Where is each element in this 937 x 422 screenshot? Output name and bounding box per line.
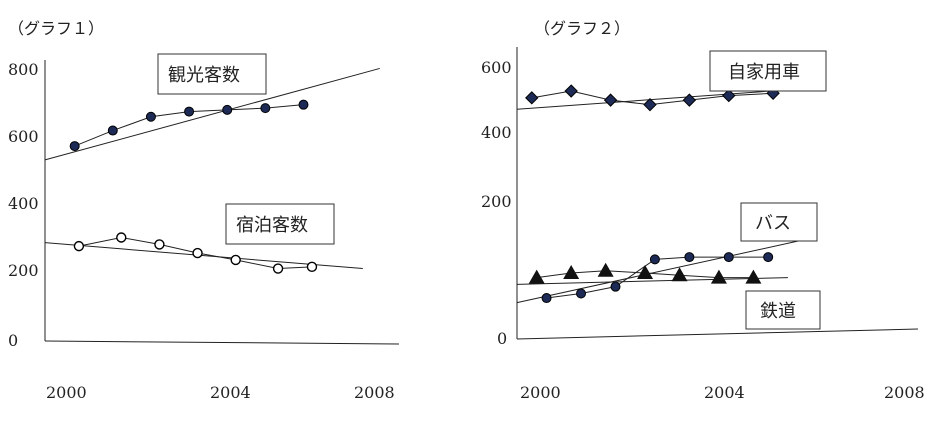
chart-2-x-tick-2000: 2000 xyxy=(520,383,561,402)
chart-2-series-2-point xyxy=(610,281,621,292)
chart-1-y-tick-200: 200 xyxy=(8,261,39,280)
chart-2-x-tick-2008: 2008 xyxy=(884,383,925,402)
chart-1-y-tick-400: 400 xyxy=(8,194,39,213)
chart-2-series-label-bus: バス xyxy=(755,213,791,234)
chart-2-series-label-car: 自家用車 xyxy=(728,62,800,83)
chart-1-series-2-point xyxy=(192,247,203,259)
chart-2-series-3-point xyxy=(710,269,727,284)
chart-2-x-axis xyxy=(516,328,919,340)
chart-2-label-box-bus xyxy=(740,202,818,242)
chart-1-series-label-tourists: 観光客数 xyxy=(168,65,240,86)
chart-2-series-1-point xyxy=(564,84,578,98)
chart-2-series-label-rail: 鉄道 xyxy=(760,301,796,322)
chart-2-y-tick-200: 200 xyxy=(481,192,512,211)
chart-1-x-tick-2004: 2004 xyxy=(210,383,251,402)
chart-2-series-1-point xyxy=(722,88,736,103)
chart-2-series-1-point xyxy=(682,93,697,107)
chart-2-series-2-point xyxy=(541,293,552,304)
chart-1-x-tick-2008: 2008 xyxy=(354,383,395,402)
chart-1-series-1-point xyxy=(184,106,195,117)
chart-2-marks xyxy=(516,84,803,304)
chart-2-label-box-car xyxy=(709,50,827,92)
chart-1-series-1-point xyxy=(298,99,309,110)
chart-1-y-tick-0: 0 xyxy=(8,331,18,350)
chart-2-y-tick-600: 600 xyxy=(481,58,512,77)
chart-2-series-3-point xyxy=(745,269,762,284)
chart-1-series-1-point xyxy=(69,141,80,152)
chart-2-series-1-point xyxy=(525,91,539,105)
chart-1-y-tick-600: 600 xyxy=(8,127,39,146)
chart-1-series-1-trend-line xyxy=(44,67,380,161)
chart-2-series-1-trend-line xyxy=(516,88,803,110)
chart-2-series-1-point xyxy=(643,97,657,112)
chart-1-series-2-point xyxy=(73,240,85,252)
chart-1: （グラフ１） 800 600 400 200 0 2000 2004 2008 … xyxy=(8,19,400,402)
chart-2-series-2-point xyxy=(684,252,695,263)
chart-2-label-box-rail xyxy=(745,290,821,330)
chart-1-label-box-tourists xyxy=(157,53,267,95)
chart-1-series-2-point xyxy=(272,263,284,274)
chart-2-series-3-point xyxy=(597,262,614,277)
chart-2-series-1-point xyxy=(603,93,618,107)
chart-1-series-1-point xyxy=(222,104,233,115)
chart-1-label-box-overnight xyxy=(225,203,335,245)
chart-1-series-label-overnight: 宿泊客数 xyxy=(236,215,308,236)
chart-1-series-2-point xyxy=(230,254,241,266)
chart-1-series-2-point xyxy=(306,261,318,273)
chart-2-y-tick-0: 0 xyxy=(497,329,507,348)
chart-2-series-2-trend-line xyxy=(516,240,798,304)
chart-1-series-1-point xyxy=(260,103,271,114)
chart-2-x-tick-2004: 2004 xyxy=(704,383,745,402)
chart-2-series-3-point xyxy=(563,265,580,280)
chart-1-x-tick-2000: 2000 xyxy=(46,383,87,402)
chart-2-series-3-point xyxy=(637,265,654,280)
chart-1-x-axis xyxy=(44,340,400,345)
chart-1-marks xyxy=(44,67,380,274)
chart-2-y-tick-400: 400 xyxy=(481,123,512,142)
chart-1-y-tick-800: 800 xyxy=(8,60,39,79)
chart-1-series-1-point xyxy=(145,111,156,122)
chart-2-series-3-point xyxy=(528,269,545,284)
chart-1-title: （グラフ１） xyxy=(8,19,104,38)
chart-2-series-3-point xyxy=(671,267,688,282)
chart-2-series-2-point xyxy=(723,252,734,263)
chart-2-series-2-point xyxy=(576,288,587,299)
chart-1-series-2-point xyxy=(154,239,165,250)
chart-2-series-2-point xyxy=(649,254,660,265)
chart-2-series-2-point xyxy=(763,252,774,263)
chart-2: （グラフ２） 600 400 200 0 2000 2004 2008 自家用車… xyxy=(481,19,925,402)
chart-2-series-3-trend-line xyxy=(516,277,788,285)
chart-2-title: （グラフ２） xyxy=(534,19,630,38)
chart-1-series-2-point xyxy=(116,232,127,243)
chart-1-series-1-point xyxy=(107,125,118,136)
